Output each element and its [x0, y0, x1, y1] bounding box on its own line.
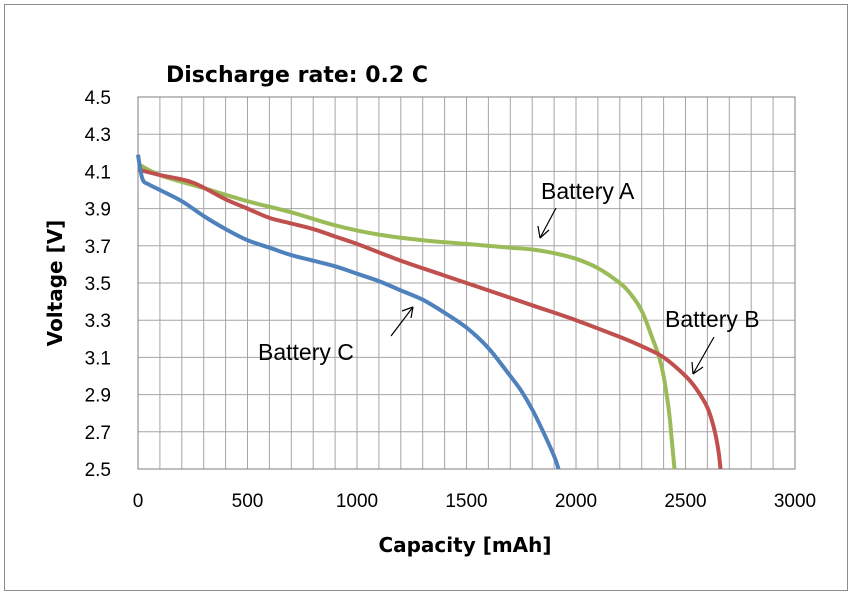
annotation-label: Battery C	[258, 339, 354, 365]
x-tick-label: 2000	[555, 491, 597, 512]
x-tick-label: 0	[133, 491, 144, 512]
x-tick-label: 1500	[445, 491, 487, 512]
y-tick-label: 4.5	[85, 88, 111, 109]
x-tick-label: 1000	[336, 491, 378, 512]
annotation-battery-b: Battery B	[665, 306, 760, 375]
x-axis-title: Capacity [mAh]	[378, 533, 551, 557]
series-line-battery-a	[137, 162, 677, 470]
y-tick-labels: 2.5 2.7 2.9 3.1 3.3 3.5 3.7 3.9 4.1 4.3 4.5	[85, 88, 111, 481]
x-tick-label: 2500	[664, 491, 706, 512]
annotation-label: Battery A	[541, 178, 635, 204]
y-axis-title: Voltage [V]	[43, 220, 67, 347]
plot-area	[137, 96, 796, 470]
arrow-head-icon	[401, 306, 414, 319]
y-tick-label: 3.1	[85, 348, 111, 369]
annotation-arrow	[539, 207, 557, 239]
series-group	[136, 154, 723, 470]
y-tick-label: 2.7	[85, 423, 111, 444]
x-tick-label: 500	[232, 491, 264, 512]
x-tick-label: 3000	[774, 491, 816, 512]
series-line-battery-c	[136, 154, 561, 470]
y-tick-label: 2.5	[85, 460, 111, 481]
annotation-arrow	[692, 336, 715, 375]
y-tick-label: 3.5	[85, 274, 111, 295]
annotation-label: Battery B	[665, 306, 760, 332]
annotation-battery-c: Battery C	[258, 306, 414, 365]
arrow-head-icon	[537, 225, 550, 239]
y-tick-label: 3.9	[85, 200, 111, 221]
arrow-head-icon	[691, 361, 704, 375]
x-tick-labels: 0 500 1000 1500 2000 2500 3000	[133, 491, 816, 512]
y-tick-label: 4.3	[85, 125, 111, 146]
annotation-battery-a: Battery A	[537, 178, 635, 239]
y-tick-label: 3.7	[85, 237, 111, 258]
series-line-battery-b	[137, 167, 723, 470]
y-tick-label: 2.9	[85, 386, 111, 407]
annotation-arrow	[390, 306, 414, 337]
y-tick-label: 3.3	[85, 311, 111, 332]
chart-title: Discharge rate: 0.2 C	[166, 63, 428, 88]
y-tick-label: 4.1	[85, 162, 111, 183]
